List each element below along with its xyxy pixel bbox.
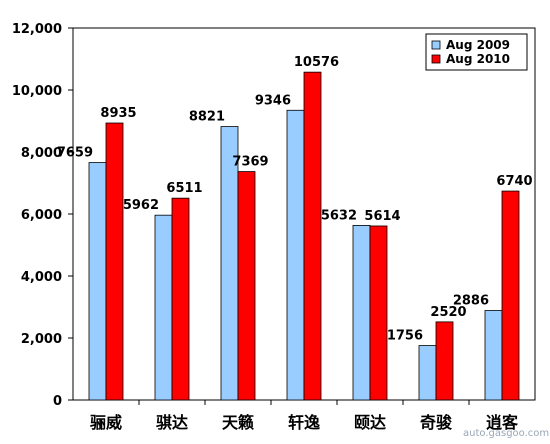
watermark-text: auto.gasgoo.com <box>463 428 549 439</box>
data-label: 7369 <box>232 155 268 170</box>
y-tick-label: 6,000 <box>21 208 62 223</box>
y-tick-label: 10,000 <box>12 84 62 99</box>
data-label: 8821 <box>189 110 225 125</box>
bar <box>286 109 305 401</box>
x-category-label: 颐达 <box>354 413 386 432</box>
data-label: 1756 <box>387 329 423 344</box>
legend-swatch <box>431 40 441 50</box>
bar <box>501 190 520 401</box>
data-label: 5962 <box>123 198 159 213</box>
legend-box <box>425 33 528 71</box>
data-labels-group: 7659 8935 5962 6511 8821 7369 9346 10576 5632 561… <box>57 55 533 343</box>
x-category-label: 骐达 <box>156 413 188 432</box>
bar <box>484 310 503 401</box>
data-label: 7659 <box>57 146 93 161</box>
y-tick-label: 0 <box>53 394 62 409</box>
data-label: 2886 <box>453 294 489 309</box>
bar <box>435 321 454 401</box>
bar <box>105 122 124 401</box>
data-label: 5632 <box>321 208 357 223</box>
data-label: 6740 <box>496 174 532 189</box>
y-tick-label: 2,000 <box>21 332 62 347</box>
y-tick-label: 4,000 <box>21 270 62 285</box>
data-label: 8935 <box>100 106 136 121</box>
bar <box>418 345 437 401</box>
bar <box>237 171 256 401</box>
data-label: 5614 <box>364 209 400 224</box>
x-category-label: 骊威 <box>90 413 122 432</box>
data-label: 6511 <box>166 181 202 196</box>
bar <box>352 225 371 401</box>
x-category-label: 逍客 <box>486 413 519 432</box>
data-label: 9346 <box>255 93 291 108</box>
bar <box>88 162 107 401</box>
legend-label: Aug 2009 <box>446 38 510 52</box>
bar <box>154 214 173 401</box>
bars-group <box>88 71 520 401</box>
y-axis: 0 2,000 4,000 6,000 8,000 10,000 12,000 <box>12 22 73 409</box>
bar <box>303 71 322 401</box>
y-tick-label: 12,000 <box>12 22 62 37</box>
x-category-label: 天籁 <box>222 413 254 432</box>
data-label: 2520 <box>430 305 466 320</box>
legend-swatch <box>431 54 441 64</box>
legend-label: Aug 2010 <box>446 52 510 66</box>
x-axis: 骊威 骐达 天籁 轩逸 颐达 奇骏 逍客 <box>90 400 519 432</box>
bar <box>369 225 388 401</box>
x-category-label: 奇骏 <box>420 413 453 432</box>
data-label: 10576 <box>294 55 339 70</box>
x-category-label: 轩逸 <box>288 413 320 432</box>
bar <box>171 197 190 401</box>
y-tick-label: 8,000 <box>21 146 62 161</box>
